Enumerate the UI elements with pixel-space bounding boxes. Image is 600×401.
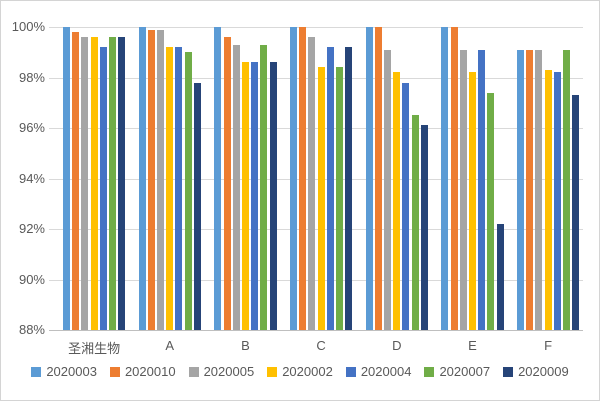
bar-2020007-4 [336, 67, 343, 330]
y-axis-tick-label: 92% [18, 221, 45, 236]
bar-2020003-3 [214, 27, 222, 330]
legend-color-swatch-icon [188, 367, 199, 377]
gridline [49, 178, 583, 180]
legend-label: 2020002 [282, 364, 333, 379]
bar-2020003-2 [138, 27, 146, 330]
y-axis-tick-label: 94% [18, 170, 45, 186]
bar-2020003-5 [365, 27, 373, 330]
bar-2020005-2 [157, 29, 165, 330]
category-label: A [165, 338, 175, 353]
bar-2020005-4 [308, 37, 316, 330]
legend-color-swatch-icon [424, 367, 435, 377]
bar-2020004-3 [251, 62, 259, 330]
bar-2020009-3 [269, 62, 277, 330]
bar-2020002-2 [166, 47, 174, 330]
bar-2020005-6 [459, 49, 467, 330]
bar-2020007-6 [487, 92, 495, 330]
y-axis-tick-label: 100% [11, 19, 45, 34]
legend-label: 2020003 [46, 364, 97, 379]
legend-label: 2020007 [439, 364, 491, 379]
legend-color-swatch-icon [503, 367, 514, 377]
legend-color-swatch-icon [267, 367, 278, 377]
bar-2020002-3 [241, 62, 249, 330]
legend-item-2020004: 2020004 [345, 364, 412, 379]
legend-item-2020003: 2020003 [31, 365, 97, 379]
bar-2020009-6 [496, 223, 504, 330]
bar-2020007-2 [184, 52, 192, 330]
y-axis-tick-label: 96% [18, 120, 45, 135]
bar-2020005-7 [535, 49, 543, 330]
y-axis-tick-label: 88% [18, 322, 45, 337]
bar-2020010-4 [299, 27, 307, 330]
bar-2020002-5 [393, 72, 401, 330]
bar-2020004-5 [402, 82, 410, 330]
bar-2020002-1 [90, 37, 98, 330]
legend-color-swatch-icon [345, 367, 356, 377]
legend-label: 2020009 [518, 364, 569, 379]
gridline [49, 77, 583, 79]
bar-2020009-4 [345, 47, 353, 330]
bar-2020010-1 [72, 32, 80, 330]
legend-item-2020009: 2020009 [503, 365, 569, 379]
gridline [49, 128, 583, 129]
legend-item-2020010: 2020010 [109, 364, 176, 379]
y-axis-tick-label: 90% [18, 271, 45, 287]
gridline [49, 229, 583, 230]
bar-2020010-3 [223, 37, 231, 330]
bar-2020003-7 [517, 49, 525, 330]
bar-2020004-7 [553, 72, 561, 330]
bar-2020002-6 [468, 72, 476, 330]
bar-2020009-2 [193, 82, 201, 330]
bar-2020009-5 [420, 125, 428, 330]
legend-label: 2020005 [203, 364, 255, 379]
y-axis-tick-label: 98% [18, 69, 45, 85]
bar-2020009-7 [572, 95, 580, 330]
bar-2020002-7 [544, 69, 552, 330]
legend-item-2020002: 2020002 [267, 365, 333, 379]
bar-2020010-7 [526, 49, 534, 330]
bar-2020010-5 [374, 27, 382, 330]
legend-item-2020007: 2020007 [424, 365, 490, 379]
legend: 2020003 2020010 2020005 2020002 2020004 20200… [1, 365, 599, 379]
category-label: E [468, 338, 477, 353]
bar-2020007-7 [563, 49, 571, 330]
bar-2020005-5 [384, 49, 392, 330]
bar-2020004-1 [99, 47, 107, 330]
bar-2020004-6 [478, 49, 486, 330]
bar-2020009-1 [118, 37, 126, 330]
gridline [49, 27, 583, 28]
legend-label: 2020004 [360, 364, 412, 379]
category-label: F [544, 338, 553, 353]
bar-2020004-2 [175, 47, 183, 330]
bar-2020003-1 [63, 27, 70, 330]
bar-2020007-1 [109, 37, 116, 330]
legend-color-swatch-icon [109, 367, 120, 377]
category-label: 圣湘生物 [68, 341, 121, 356]
legend-color-swatch-icon [31, 367, 42, 377]
bar-2020010-2 [147, 29, 155, 330]
bar-2020003-6 [441, 27, 449, 330]
bar-2020005-3 [232, 44, 240, 330]
bar-2020004-4 [326, 47, 334, 330]
bar-2020002-4 [317, 67, 325, 330]
category-label: D [392, 338, 402, 353]
bar-2020007-5 [411, 115, 419, 330]
bar-2020010-6 [450, 27, 458, 330]
legend-label: 2020010 [124, 364, 176, 379]
bar-2020005-1 [81, 37, 89, 330]
category-label: B [241, 338, 250, 353]
category-label: C [316, 338, 326, 353]
gridline [49, 279, 583, 281]
x-axis-line [49, 330, 583, 331]
bar-2020007-3 [260, 44, 268, 330]
legend-item-2020005: 2020005 [188, 364, 255, 379]
bar-2020003-4 [290, 27, 297, 330]
